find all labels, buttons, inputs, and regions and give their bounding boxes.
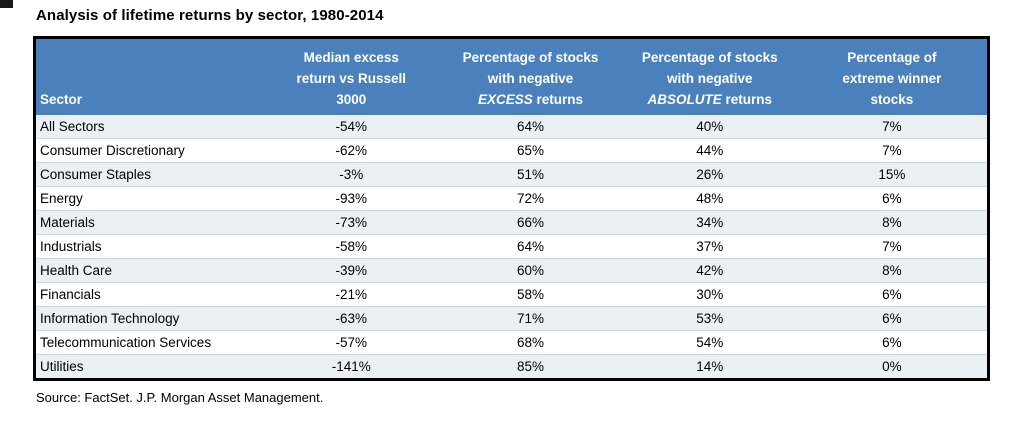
extreme-winner-cell: 8%: [796, 258, 987, 283]
negative-absolute-cell: 44%: [622, 138, 797, 163]
negative-absolute-cell: 14%: [622, 354, 797, 378]
header-line: Percentage of: [847, 50, 937, 65]
sector-cell: All Sectors: [36, 115, 265, 139]
header-line: with negative: [487, 71, 574, 86]
negative-excess-cell: 85%: [438, 354, 623, 378]
negative-excess-cell: 68%: [438, 330, 623, 355]
column-header-median-excess-return: Median excess return vs Russell 3000: [264, 39, 439, 115]
negative-absolute-cell: 37%: [622, 234, 797, 259]
column-header-negative-absolute-returns: Percentage of stocks with negative ABSOL…: [622, 39, 797, 115]
data-table: Sector Median excess return vs Russell 3…: [36, 39, 987, 378]
table-row: Materials -73% 66% 34% 8%: [36, 210, 987, 235]
negative-excess-cell: 51%: [438, 162, 623, 187]
header-line: ABSOLUTE returns: [625, 89, 795, 110]
extreme-winner-cell: 0%: [796, 354, 987, 378]
header-line: 3000: [336, 92, 367, 107]
header-line: extreme winner: [842, 71, 942, 86]
median-excess-cell: -63%: [264, 306, 439, 331]
table-header: Sector Median excess return vs Russell 3…: [36, 39, 987, 115]
header-italic-word: ABSOLUTE: [647, 92, 722, 107]
median-excess-cell: -21%: [264, 282, 439, 307]
negative-excess-cell: 72%: [438, 186, 623, 211]
header-line: return vs Russell: [296, 71, 407, 86]
median-excess-cell: -73%: [264, 210, 439, 235]
sector-cell: Materials: [36, 210, 265, 235]
table-body: All Sectors -54% 64% 40% 7% Consumer Dis…: [36, 115, 987, 378]
table-row: Financials -21% 58% 30% 6%: [36, 282, 987, 307]
median-excess-cell: -58%: [264, 234, 439, 259]
negative-absolute-cell: 54%: [622, 330, 797, 355]
column-header-extreme-winner: Percentage of extreme winner stocks: [796, 39, 987, 115]
table-row: Health Care -39% 60% 42% 8%: [36, 258, 987, 283]
table-row: Telecommunication Services -57% 68% 54% …: [36, 330, 987, 355]
negative-absolute-cell: 34%: [622, 210, 797, 235]
header-line: Median excess: [303, 50, 399, 65]
negative-excess-cell: 58%: [438, 282, 623, 307]
table-row: Utilities -141% 85% 14% 0%: [36, 354, 987, 378]
table-row: Industrials -58% 64% 37% 7%: [36, 234, 987, 259]
header-line: Percentage of stocks: [462, 50, 599, 65]
negative-excess-cell: 71%: [438, 306, 623, 331]
sector-cell: Consumer Staples: [36, 162, 265, 187]
negative-absolute-cell: 48%: [622, 186, 797, 211]
extreme-winner-cell: 6%: [796, 282, 987, 307]
extreme-winner-cell: 6%: [796, 186, 987, 211]
column-header-negative-excess-returns: Percentage of stocks with negative EXCES…: [438, 39, 623, 115]
negative-absolute-cell: 53%: [622, 306, 797, 331]
sector-cell: Consumer Discretionary: [36, 138, 265, 163]
sector-cell: Energy: [36, 186, 265, 211]
median-excess-cell: -57%: [264, 330, 439, 355]
header-line: Percentage of stocks: [641, 50, 778, 65]
median-excess-cell: -54%: [264, 115, 439, 139]
table-row: Consumer Staples -3% 51% 26% 15%: [36, 162, 987, 187]
header-label: Sector: [40, 92, 83, 107]
extreme-winner-cell: 7%: [796, 234, 987, 259]
sector-cell: Financials: [36, 282, 265, 307]
header-line-rest: returns: [532, 92, 584, 107]
negative-excess-cell: 65%: [438, 138, 623, 163]
sector-returns-table: Sector Median excess return vs Russell 3…: [33, 36, 990, 381]
median-excess-cell: -141%: [264, 354, 439, 378]
extreme-winner-cell: 8%: [796, 210, 987, 235]
table-row: All Sectors -54% 64% 40% 7%: [36, 115, 987, 139]
table-row: Information Technology -63% 71% 53% 6%: [36, 306, 987, 331]
sector-cell: Telecommunication Services: [36, 330, 265, 355]
source-note: Source: FactSet. J.P. Morgan Asset Manag…: [36, 390, 324, 405]
sector-cell: Industrials: [36, 234, 265, 259]
negative-absolute-cell: 26%: [622, 162, 797, 187]
negative-absolute-cell: 42%: [622, 258, 797, 283]
extreme-winner-cell: 7%: [796, 115, 987, 139]
extreme-winner-cell: 7%: [796, 138, 987, 163]
negative-excess-cell: 64%: [438, 234, 623, 259]
negative-excess-cell: 64%: [438, 115, 623, 139]
extreme-winner-cell: 15%: [796, 162, 987, 187]
table-row: Consumer Discretionary -62% 65% 44% 7%: [36, 138, 987, 163]
negative-absolute-cell: 30%: [622, 282, 797, 307]
sector-cell: Health Care: [36, 258, 265, 283]
corner-artifact: [0, 0, 13, 8]
negative-excess-cell: 60%: [438, 258, 623, 283]
negative-absolute-cell: 40%: [622, 115, 797, 139]
extreme-winner-cell: 6%: [796, 330, 987, 355]
sector-cell: Information Technology: [36, 306, 265, 331]
column-header-sector: Sector: [36, 39, 265, 115]
header-line: with negative: [667, 71, 753, 86]
page-title: Analysis of lifetime returns by sector, …: [36, 7, 384, 24]
table-row: Energy -93% 72% 48% 6%: [36, 186, 987, 211]
extreme-winner-cell: 6%: [796, 306, 987, 331]
header-line: stocks: [870, 92, 914, 107]
header-line: EXCESS returns: [440, 89, 620, 110]
sector-cell: Utilities: [36, 354, 265, 378]
median-excess-cell: -62%: [264, 138, 439, 163]
median-excess-cell: -39%: [264, 258, 439, 283]
header-row: Sector Median excess return vs Russell 3…: [36, 39, 987, 115]
negative-excess-cell: 66%: [438, 210, 623, 235]
header-line-rest: returns: [721, 92, 773, 107]
median-excess-cell: -3%: [264, 162, 439, 187]
median-excess-cell: -93%: [264, 186, 439, 211]
header-italic-word: EXCESS: [477, 92, 533, 107]
